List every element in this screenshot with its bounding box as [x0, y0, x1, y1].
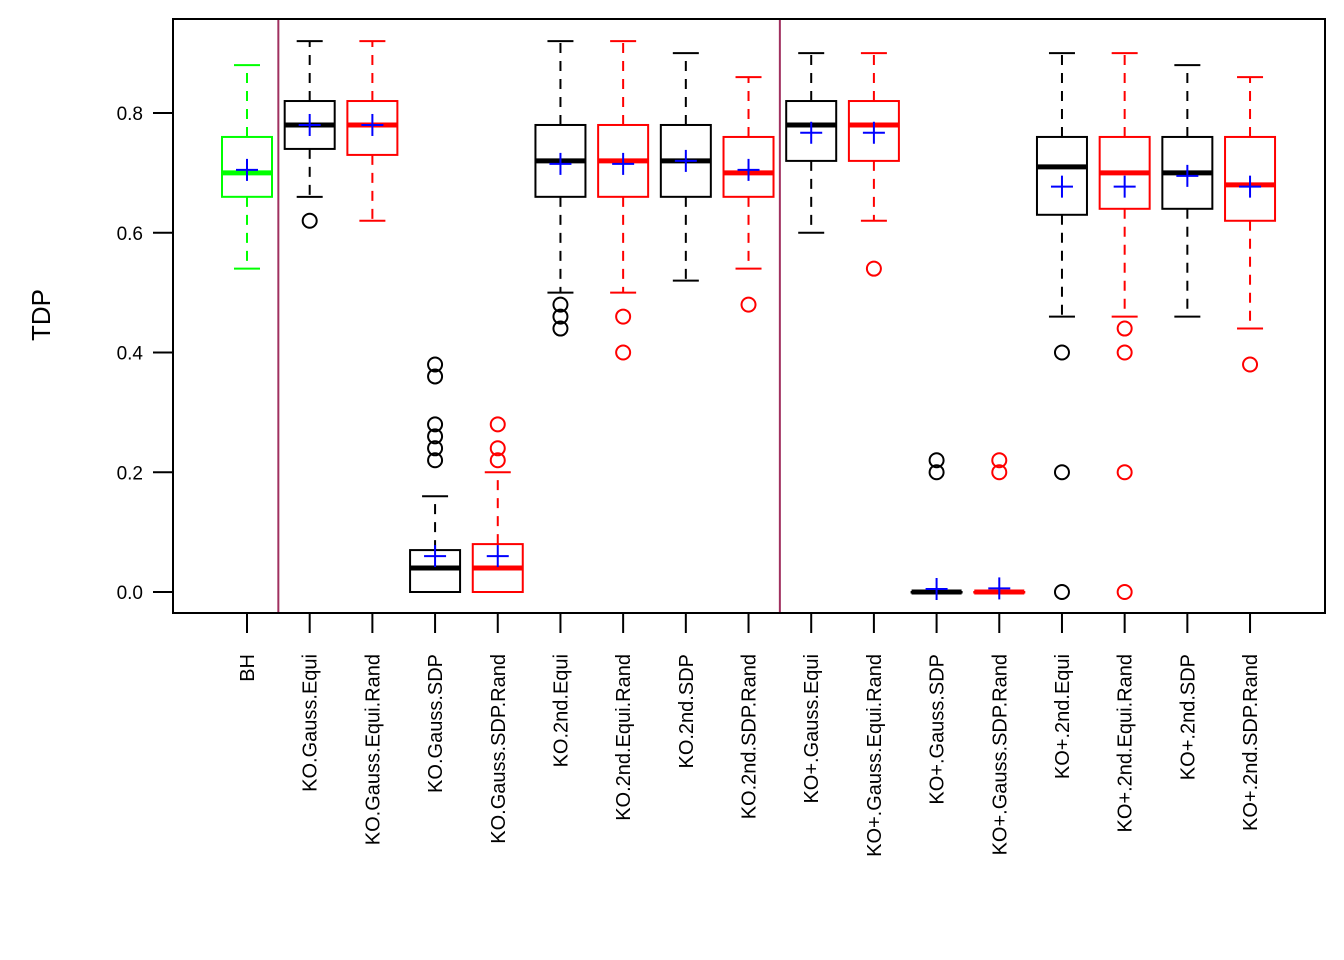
x-tick-label: KO+.2nd.Equi.Rand — [1115, 654, 1137, 832]
box-ko-2nd-sdp-rand — [722, 76, 775, 313]
iqr-box — [785, 100, 838, 162]
outlier-point — [1242, 356, 1259, 373]
mean-marker — [862, 121, 885, 144]
outlier-point — [427, 368, 444, 385]
box-ko-2nd-equi-rand — [1098, 52, 1151, 600]
mean-marker — [1239, 175, 1262, 198]
outlier-point — [489, 452, 506, 469]
outlier-point — [489, 416, 506, 433]
outlier-point — [928, 452, 945, 469]
iqr-box — [847, 100, 900, 162]
mean-marker — [988, 577, 1011, 600]
x-tick-label: KO.Gauss.Equi — [300, 654, 322, 792]
x-tick-label: KO+.Gauss.SDP — [927, 654, 949, 805]
mean-marker — [1050, 175, 1073, 198]
x-tick-label: KO.Gauss.Equi.Rand — [362, 654, 384, 845]
y-tick-label: 0.8 — [117, 104, 143, 125]
mean-marker — [486, 545, 509, 568]
iqr-box — [722, 135, 775, 198]
outlier-point — [427, 428, 444, 445]
mean-marker — [925, 578, 948, 601]
mean-marker — [612, 152, 635, 175]
outlier-point — [865, 260, 882, 277]
outlier-point — [552, 296, 569, 313]
mean-marker — [1113, 175, 1136, 198]
outlier-point — [991, 464, 1008, 481]
mean-marker — [1176, 164, 1199, 187]
mean-marker — [674, 149, 697, 172]
box-ko-gauss-sdp-rand — [471, 416, 524, 593]
y-axis-label: TDP — [26, 289, 56, 341]
x-tick-label: KO+.2nd.SDP.Rand — [1240, 654, 1262, 831]
box-ko-gauss-equi-rand — [847, 52, 900, 277]
x-tick-label: KO.2nd.SDP.Rand — [739, 654, 761, 819]
iqr-box — [1035, 135, 1088, 216]
box-bh — [221, 64, 273, 270]
outlier-point — [489, 440, 506, 457]
mean-marker — [424, 545, 447, 568]
box-ko-gauss-sdp-rand — [973, 452, 1026, 600]
x-tick-label: KO+.2nd.Equi — [1052, 654, 1074, 779]
outlier-point — [1116, 344, 1133, 361]
iqr-box — [346, 100, 399, 156]
box-ko-2nd-sdp — [659, 52, 712, 282]
x-tick-label: KO.Gauss.SDP.Rand — [488, 654, 510, 844]
outlier-point — [928, 464, 945, 481]
plot-area — [221, 40, 1277, 601]
outlier-point — [301, 212, 318, 229]
box-ko-gauss-sdp — [409, 356, 462, 594]
y-tick-label: 0.6 — [117, 224, 143, 245]
outlier-point — [1116, 320, 1133, 337]
mean-marker — [737, 158, 760, 181]
iqr-box — [221, 135, 273, 198]
x-tick-label: KO.2nd.SDP — [676, 654, 698, 769]
x-tick-label: KO+.Gauss.Equi.Rand — [864, 654, 886, 857]
box-ko-gauss-equi — [785, 52, 838, 234]
x-tick-label: KO+.Gauss.Equi — [801, 654, 823, 804]
outlier-point — [427, 452, 444, 469]
x-tick-label: BH — [237, 654, 259, 682]
mean-marker — [361, 113, 384, 136]
outlier-point — [427, 356, 444, 373]
outlier-point — [552, 308, 569, 325]
mean-marker — [549, 152, 572, 175]
x-tick-label: KO.2nd.Equi — [550, 654, 572, 767]
outlier-point — [991, 452, 1008, 469]
box-ko-2nd-sdp-rand — [1224, 76, 1277, 373]
axes: 0.0 0.2 0.4 0.6 0.8 BH KO.Gauss.Equi KO.Gauss.E… — [117, 18, 1326, 857]
x-tick-label: KO+.Gauss.SDP.Rand — [989, 654, 1011, 855]
outlier-point — [1116, 464, 1133, 481]
outlier-point — [427, 416, 444, 433]
x-tick-label: KO.2nd.Equi.Rand — [613, 654, 635, 821]
iqr-box — [1224, 135, 1277, 222]
outlier-point — [1053, 584, 1070, 600]
y-tick-label: 0.4 — [117, 344, 144, 365]
y-tick-label: 0.0 — [117, 583, 143, 604]
plot-frame — [172, 18, 1326, 614]
outlier-point — [1053, 344, 1070, 361]
outlier-point — [427, 440, 444, 457]
box-ko-2nd-equi — [534, 40, 587, 337]
outlier-point — [615, 344, 632, 361]
box-ko-gauss-equi — [283, 40, 336, 229]
box-ko-gauss-equi-rand — [346, 40, 399, 222]
box-ko-gauss-sdp — [910, 452, 963, 601]
mean-marker — [236, 158, 258, 181]
box-ko-2nd-sdp — [1161, 64, 1214, 318]
mean-marker — [298, 113, 321, 136]
outlier-point — [615, 308, 632, 325]
outlier-point — [1053, 464, 1070, 481]
x-tick-label: KO+.2nd.SDP — [1177, 654, 1199, 780]
x-tick-label: KO.Gauss.SDP — [425, 654, 447, 793]
outlier-point — [552, 320, 569, 337]
mean-marker — [800, 121, 823, 144]
outlier-point — [1116, 584, 1133, 600]
box-ko-2nd-equi — [1035, 52, 1088, 600]
outlier-point — [740, 296, 757, 313]
box-ko-2nd-equi-rand — [597, 40, 650, 361]
y-tick-label: 0.2 — [117, 463, 143, 484]
